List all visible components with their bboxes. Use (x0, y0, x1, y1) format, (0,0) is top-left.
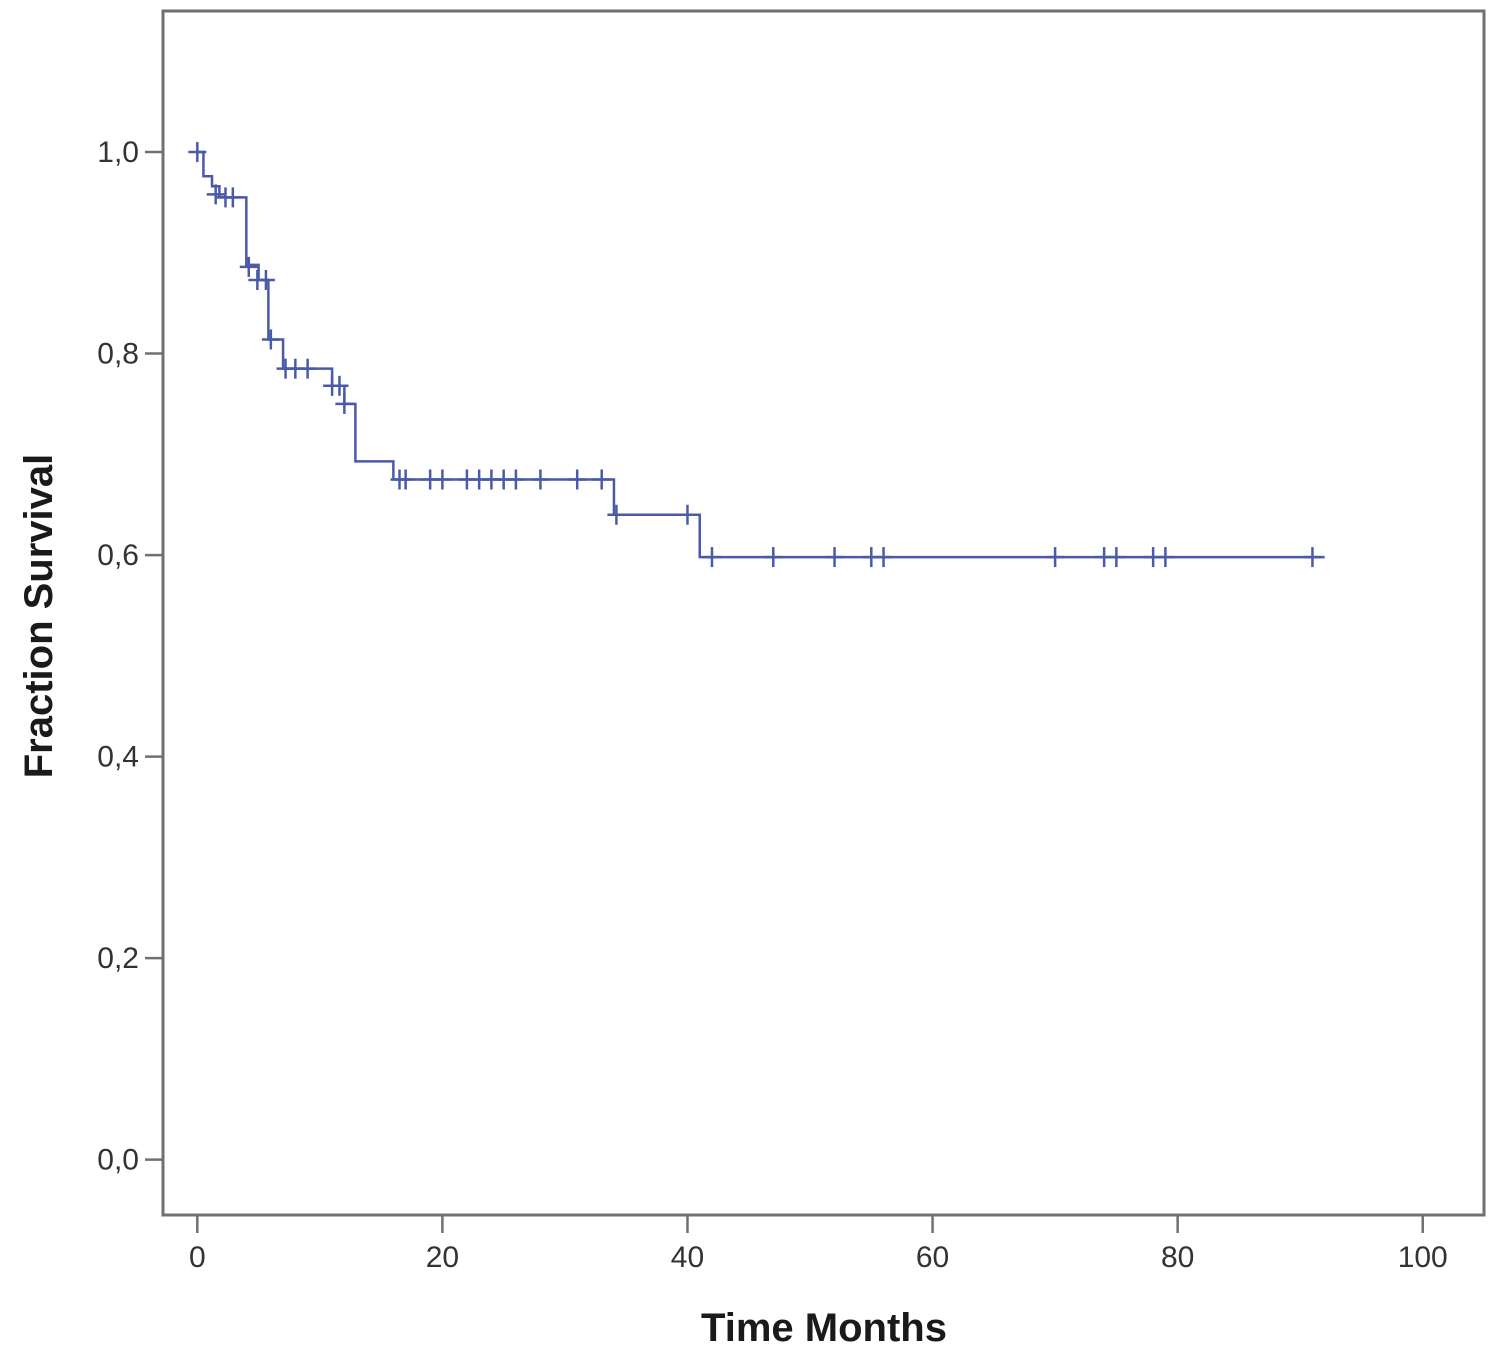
x-tick-label: 60 (916, 1241, 949, 1274)
censor-mark (1156, 547, 1175, 568)
x-tick-label: 80 (1161, 1241, 1194, 1274)
censor-mark (702, 547, 721, 568)
censor-mark (396, 469, 415, 490)
x-axis-title: Time Months (701, 1306, 947, 1350)
censor-mark (188, 142, 207, 163)
y-tick-label: 0,4 (97, 741, 139, 774)
censor-mark (568, 469, 587, 490)
censor-mark (607, 504, 626, 525)
x-tick-label: 100 (1398, 1241, 1448, 1274)
censor-mark (1107, 547, 1126, 568)
censor-mark (874, 547, 893, 568)
censor-mark (239, 256, 258, 277)
y-axis: 0,0 0,2 0,4 0,6 0,8 1,0 (97, 136, 163, 1177)
censor-mark (206, 184, 225, 205)
y-tick-label: 0,0 (97, 1144, 139, 1177)
plot-frame (161, 9, 1486, 1217)
censor-mark (223, 187, 242, 208)
censor-mark (825, 547, 844, 568)
censor-mark (1046, 547, 1065, 568)
series-layer (188, 142, 1325, 568)
x-tick-label: 20 (426, 1241, 459, 1274)
y-tick-label: 0,6 (97, 539, 139, 572)
censor-mark (330, 375, 349, 396)
x-tick-label: 0 (189, 1241, 206, 1274)
y-axis-title: Fraction Survival (17, 454, 61, 779)
x-axis: 0 20 40 60 80 100 (189, 1215, 1448, 1274)
y-tick-label: 0,8 (97, 338, 139, 371)
censor-mark (335, 393, 354, 414)
censor-mark (261, 329, 280, 350)
censor-mark (1303, 547, 1322, 568)
y-tick-label: 0,2 (97, 942, 139, 975)
y-tick-label: 1,0 (97, 136, 139, 169)
censor-mark (433, 469, 452, 490)
censor-mark (506, 469, 525, 490)
censor-mark (531, 469, 550, 490)
x-tick-label: 40 (671, 1241, 704, 1274)
censor-mark (298, 358, 317, 379)
censor-mark (764, 547, 783, 568)
censor-mark (592, 469, 611, 490)
censor-mark (678, 504, 697, 525)
censor-mark (256, 270, 275, 291)
